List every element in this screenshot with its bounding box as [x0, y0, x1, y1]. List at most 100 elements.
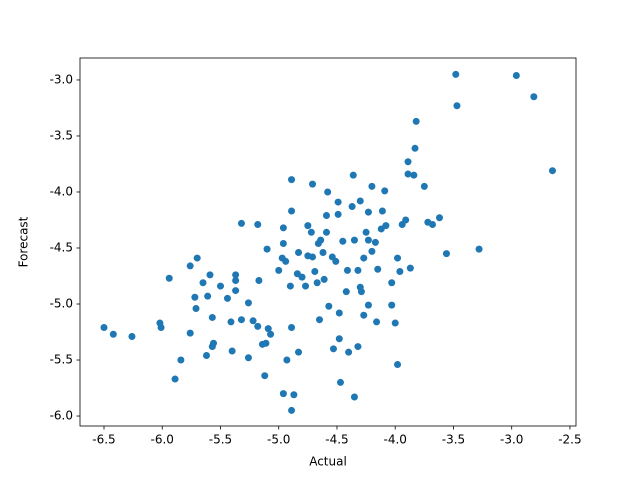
point: [216, 282, 224, 290]
point: [348, 203, 356, 211]
point: [295, 248, 303, 256]
point: [388, 279, 396, 287]
point: [530, 93, 538, 101]
point: [324, 188, 332, 196]
x-tick-label: -4.0: [384, 433, 407, 447]
point: [452, 70, 460, 78]
x-tick-label: -6.0: [151, 433, 174, 447]
point: [199, 279, 207, 287]
point: [373, 318, 381, 326]
point: [171, 375, 179, 383]
point: [309, 180, 317, 188]
point: [232, 287, 240, 295]
point: [322, 212, 330, 220]
x-tick-label: -5.5: [209, 433, 232, 447]
x-tick-label: -3.0: [500, 433, 523, 447]
point: [354, 266, 362, 274]
point: [378, 207, 386, 215]
point: [402, 216, 410, 224]
point: [263, 245, 271, 253]
point: [191, 293, 199, 301]
y-axis-label: Forecast: [17, 216, 31, 267]
point: [319, 248, 327, 256]
point: [320, 275, 328, 283]
point: [100, 324, 108, 332]
point: [364, 208, 372, 216]
point: [343, 266, 351, 274]
point: [396, 268, 404, 276]
y-tick-label: -5.5: [50, 353, 73, 367]
point: [288, 324, 296, 332]
point: [302, 282, 310, 290]
point: [237, 316, 245, 324]
y-tick-label: -4.5: [50, 240, 73, 254]
x-tick-label: -4.5: [325, 433, 348, 447]
point: [232, 276, 240, 284]
point: [435, 214, 443, 222]
point: [283, 356, 291, 364]
point: [254, 322, 262, 330]
point: [360, 311, 368, 319]
point: [322, 228, 330, 236]
y-tick-label: -4.0: [50, 184, 73, 198]
point: [317, 236, 325, 244]
point: [364, 301, 372, 309]
point: [193, 254, 201, 262]
point: [374, 265, 382, 273]
point: [548, 167, 556, 175]
x-tick-label: -5.0: [267, 433, 290, 447]
point: [364, 236, 372, 244]
point: [288, 406, 296, 414]
point: [298, 273, 306, 281]
point: [368, 182, 376, 190]
point: [208, 313, 216, 321]
point: [356, 197, 364, 205]
point: [109, 330, 117, 338]
point: [282, 257, 290, 265]
point: [261, 372, 269, 380]
point: [262, 339, 270, 347]
point: [339, 237, 347, 245]
point: [286, 282, 294, 290]
point: [354, 343, 362, 351]
point: [177, 356, 185, 364]
point: [304, 222, 312, 230]
point: [279, 390, 287, 398]
point: [391, 319, 399, 327]
point: [186, 329, 194, 337]
y-tick-label: -5.0: [50, 297, 73, 311]
point: [342, 288, 350, 296]
y-tick-label: -6.0: [50, 409, 73, 423]
point: [279, 240, 287, 248]
x-tick-label: -3.5: [442, 433, 465, 447]
point: [249, 317, 257, 325]
point: [325, 302, 333, 310]
point: [156, 319, 164, 327]
point: [412, 117, 420, 125]
point: [192, 304, 200, 312]
x-axis-label: Actual: [309, 455, 347, 469]
point: [332, 257, 340, 265]
point: [307, 228, 315, 236]
point: [204, 292, 212, 300]
point: [232, 271, 240, 279]
point: [295, 348, 303, 356]
point: [394, 254, 402, 262]
y-tick-label: -3.5: [50, 128, 73, 142]
point: [313, 279, 321, 287]
point: [453, 102, 461, 110]
point: [335, 309, 343, 317]
point: [186, 262, 194, 270]
point: [512, 71, 520, 79]
point: [275, 266, 283, 274]
point: [406, 264, 414, 272]
point: [334, 210, 342, 218]
point: [360, 254, 368, 262]
point: [165, 274, 173, 282]
point: [368, 247, 376, 255]
point: [264, 325, 272, 333]
point: [404, 170, 412, 178]
point: [420, 182, 428, 190]
point: [410, 171, 418, 179]
